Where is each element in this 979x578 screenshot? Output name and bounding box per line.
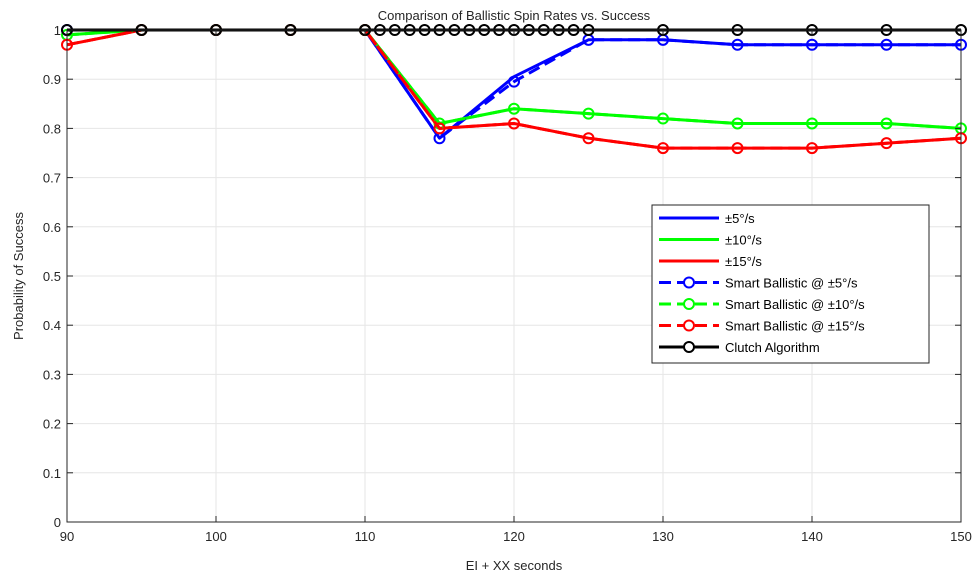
data-point <box>657 142 669 155</box>
y-tick-label: 0.9 <box>43 72 61 87</box>
legend-entry: Smart Ballistic @ ±15°/s <box>659 319 865 334</box>
y-tick-label: 0.4 <box>43 318 61 333</box>
y-axis-label: Probability of Success <box>11 212 26 340</box>
x-tick-label: 110 <box>355 529 376 544</box>
data-point <box>508 102 520 115</box>
y-tick-label: 0.5 <box>43 269 61 284</box>
data-point <box>806 117 818 130</box>
data-point <box>806 38 818 51</box>
legend-entry: ±15°/s <box>659 254 762 269</box>
data-point <box>657 112 669 125</box>
data-point <box>433 122 446 135</box>
x-tick-label: 120 <box>503 529 525 544</box>
legend-entry: Smart Ballistic @ ±10°/s <box>659 297 865 312</box>
legend-label: Smart Ballistic @ ±5°/s <box>725 276 858 291</box>
data-point <box>880 137 893 150</box>
legend-entry: ±5°/s <box>659 211 755 226</box>
x-tick-label: 140 <box>801 529 823 544</box>
data-point <box>731 117 744 130</box>
x-tick-label: 130 <box>652 529 674 544</box>
chart-title: Comparison of Ballistic Spin Rates vs. S… <box>378 8 651 23</box>
legend-label: Clutch Algorithm <box>725 340 820 355</box>
legend-marker <box>683 341 695 353</box>
y-tick-label: 1 <box>54 23 61 38</box>
data-point <box>508 117 520 130</box>
y-tick-label: 0.8 <box>43 121 61 136</box>
data-point <box>731 38 744 51</box>
legend-label: Smart Ballistic @ ±10°/s <box>725 297 865 312</box>
legend-entry: ±10°/s <box>659 233 762 248</box>
y-tick-label: 0.2 <box>43 417 61 432</box>
legend-label: Smart Ballistic @ ±15°/s <box>725 319 865 334</box>
x-tick-label: 150 <box>950 529 972 544</box>
x-axis-label: EI + XX seconds <box>466 558 563 573</box>
data-point <box>806 142 818 155</box>
legend-label: ±15°/s <box>725 254 762 269</box>
ticks: 90 100 110 120 130 140 150 0 0.1 0.2 0.3 0.4 0.5 0.6 0… <box>43 23 972 544</box>
x-tick-label: 100 <box>205 529 227 544</box>
legend-marker <box>683 319 695 332</box>
data-point <box>880 38 893 51</box>
data-point <box>731 142 744 155</box>
data-point <box>582 132 595 145</box>
legend-label: ±10°/s <box>725 233 762 248</box>
data-point <box>582 107 595 120</box>
legend-label: ±5°/s <box>725 211 755 226</box>
y-tick-label: 0.7 <box>43 171 61 186</box>
y-tick-label: 0.6 <box>43 220 61 235</box>
y-tick-label: 0.3 <box>43 367 61 382</box>
x-tick-label: 90 <box>60 529 74 544</box>
legend: ±5°/s ±10°/s ±15°/s Smart Ballistic @ ±5°/s… <box>651 204 930 364</box>
legend-marker <box>683 298 695 310</box>
legend-entry: Clutch Algorithm <box>659 340 820 355</box>
legend-marker <box>683 276 695 289</box>
data-point <box>880 117 893 130</box>
y-tick-label: 0.1 <box>43 466 61 481</box>
data-point <box>508 75 520 88</box>
y-tick-label: 0 <box>54 515 61 530</box>
legend-entry: Smart Ballistic @ ±5°/s <box>659 276 858 291</box>
